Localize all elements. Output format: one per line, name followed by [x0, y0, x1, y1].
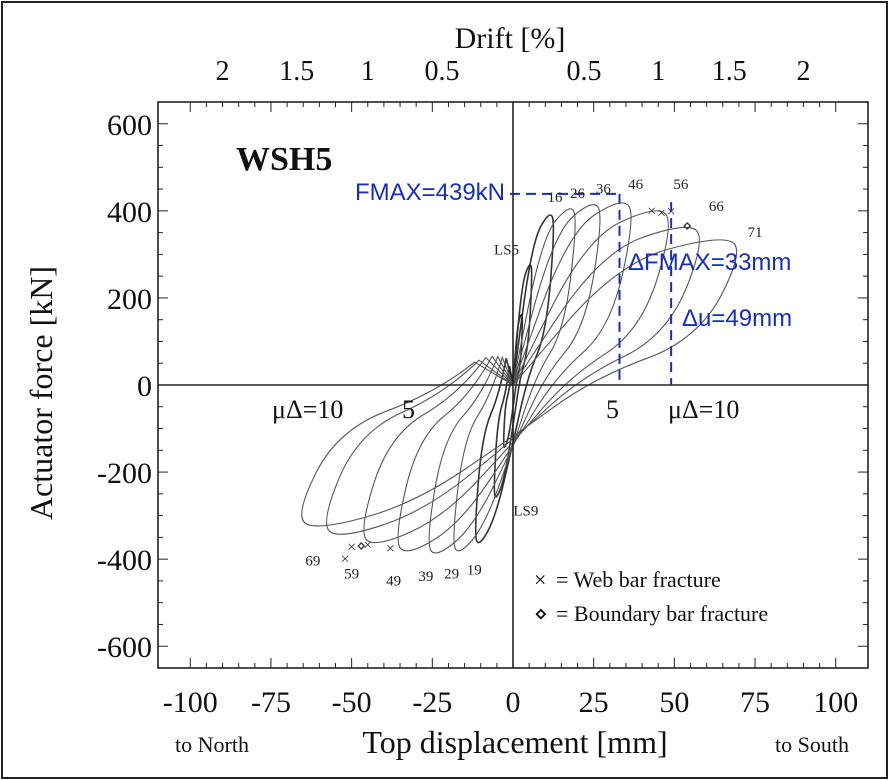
dfmax-annotation: ΔFMAX=33mm — [628, 249, 791, 276]
hysteresis-loops — [301, 202, 738, 554]
ductility-label-pos-10: μΔ=10 — [668, 395, 739, 424]
hysteresis-loop-6 — [397, 202, 632, 552]
y-tick-labels: -600 -400 -200 0 200 400 600 — [97, 109, 152, 664]
fracture-markers: × × ×××××⋄⋄ — [341, 203, 693, 568]
ductility-label-neg-5: 5 — [402, 395, 415, 424]
ductility-label-pos-5: 5 — [606, 395, 619, 424]
web-fracture-marker: × — [341, 551, 350, 568]
cycle-label: 66 — [709, 199, 725, 215]
tick-marks — [158, 102, 868, 668]
cycle-label: 39 — [418, 569, 433, 585]
du-annotation: Δu=49mm — [682, 305, 792, 332]
y-tick-label: -600 — [97, 631, 152, 664]
cycle-label: 69 — [305, 554, 320, 570]
cycle-label: 36 — [596, 181, 612, 197]
web-fracture-marker: × — [657, 205, 666, 222]
hysteresis-loop-2 — [493, 264, 533, 498]
x-tick-labels: -100 -75 -50 -25 0 25 50 75 100 — [163, 686, 858, 719]
x-tick-label: 0 — [506, 686, 521, 719]
web-fracture-marker: × — [347, 539, 356, 556]
top-axis-label: Drift [%] — [455, 22, 566, 55]
cycle-label: 16 — [547, 190, 563, 206]
hysteresis-loop-8 — [326, 226, 700, 535]
cycle-labels: 16 26 36 46 56 66 71 LS5 LS9 19 29 39 49 59 69 — [305, 177, 762, 589]
y-tick-label: 200 — [107, 283, 152, 316]
cycle-label: LS5 — [494, 242, 519, 258]
y-tick-label: 400 — [107, 196, 152, 229]
cycle-label: 71 — [748, 225, 763, 241]
x-tick-label: -75 — [251, 686, 291, 719]
legend-marker-boundary: ⋄ — [534, 601, 548, 626]
legend-label-boundary: = Boundary bar fracture — [556, 601, 768, 626]
x-tick-label: 25 — [579, 686, 609, 719]
hysteresis-loop-3 — [474, 214, 555, 544]
y-axis-label: Actuator force [kN] — [23, 266, 59, 520]
fmax-annotation: FMAX=439kN — [355, 179, 505, 206]
y-tick-label: 0 — [137, 370, 152, 403]
drift-tick-label: 1 — [651, 56, 665, 87]
boundary-fracture-marker: ⋄ — [682, 218, 692, 235]
y-tick-label: -400 — [97, 544, 152, 577]
cycle-label: 49 — [386, 573, 401, 589]
x-tick-label: 50 — [659, 686, 689, 719]
x-tick-label: -50 — [332, 686, 372, 719]
web-fracture-marker: × — [386, 540, 395, 557]
x-tick-label: 100 — [813, 686, 858, 719]
boundary-fracture-marker: ⋄ — [356, 538, 366, 555]
cycle-label: 29 — [444, 567, 459, 583]
drift-tick-labels: 2 1.5 1 0.5 0.5 1 1.5 2 — [216, 56, 811, 87]
web-fracture-marker: × — [667, 204, 676, 221]
drift-tick-label: 1 — [361, 56, 375, 87]
cycle-label: 19 — [467, 562, 482, 578]
web-fracture-marker: × — [363, 537, 372, 554]
ductility-label-neg-10: μΔ=10 — [272, 395, 343, 424]
hysteresis-loop-7 — [363, 210, 669, 544]
direction-label-south: to South — [775, 732, 849, 757]
x-tick-label: -25 — [412, 686, 452, 719]
x-tick-label: -100 — [163, 686, 218, 719]
drift-tick-label: 0.5 — [425, 56, 460, 87]
drift-tick-label: 2 — [796, 56, 810, 87]
x-tick-label: 75 — [740, 686, 770, 719]
chart-title: WSH5 — [236, 141, 332, 178]
legend-label-web: = Web bar fracture — [556, 567, 721, 592]
cycle-label: 26 — [570, 186, 586, 202]
cycle-label: 56 — [673, 177, 689, 193]
annotation-lines — [510, 192, 673, 385]
drift-tick-label: 2 — [216, 56, 230, 87]
direction-label-north: to North — [175, 732, 249, 757]
cycle-label: LS9 — [513, 504, 538, 520]
hysteresis-loop-5 — [428, 204, 601, 554]
cycle-label: 46 — [628, 177, 644, 193]
drift-tick-label: 1.5 — [279, 56, 314, 87]
y-tick-label: -200 — [97, 457, 152, 490]
drift-tick-label: 0.5 — [567, 56, 602, 87]
web-fracture-marker: × — [647, 203, 656, 220]
hysteresis-loop-4 — [453, 208, 576, 552]
x-axis-label: Top displacement [mm] — [362, 724, 667, 760]
legend: × = Web bar fracture ⋄ = Boundary bar fr… — [534, 567, 768, 626]
legend-marker-web: × — [534, 567, 546, 592]
drift-tick-label: 1.5 — [712, 56, 747, 87]
cycle-label: 59 — [344, 567, 359, 583]
y-tick-label: 600 — [107, 109, 152, 142]
hysteresis-loop-9 — [301, 239, 738, 527]
